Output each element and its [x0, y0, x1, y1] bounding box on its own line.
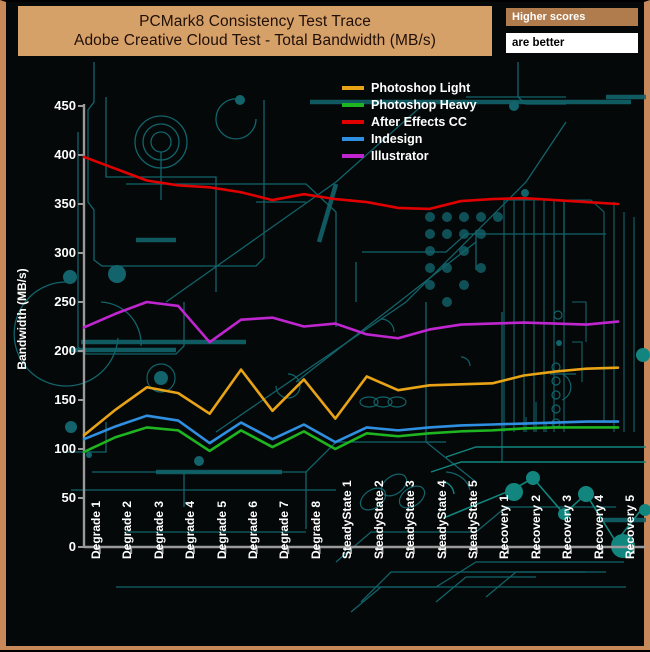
x-tick-label: Degrade 5: [214, 500, 229, 559]
y-tick-label: 450: [54, 98, 76, 113]
legend-swatch-icon: [342, 153, 364, 158]
x-tick-label: SteadyState 1: [340, 480, 355, 559]
axis-spines: [82, 104, 646, 549]
x-tick-label: Degrade 1: [89, 500, 103, 559]
legend-swatch-icon: [342, 85, 364, 90]
chart-title-banner: PCMark8 Consistency Test Trace Adobe Cre…: [18, 6, 492, 56]
chart-legend: Photoshop Light Photoshop Heavy After Effe…: [342, 80, 477, 163]
x-tick-label: Degrade 8: [308, 500, 323, 559]
x-tick-label: Degrade 6: [246, 500, 261, 559]
higher-scores-note: Higher scores: [506, 8, 638, 26]
y-tick-label: 250: [54, 294, 76, 309]
series-line-after-effects-cc: [82, 155, 620, 211]
x-tick-label: Recovery 3: [560, 494, 575, 559]
title-line-1: PCMark8 Consistency Test Trace: [139, 13, 371, 30]
x-tick-label: Recovery 2: [528, 494, 543, 559]
x-tick-label: Degrade 7: [277, 500, 292, 559]
legend-item: Illustrator: [342, 148, 477, 163]
x-tick-label: Recovery 5: [623, 494, 637, 559]
y-tick-label: 150: [54, 392, 76, 407]
title-line-2: Adobe Creative Cloud Test - Total Bandwi…: [74, 32, 436, 49]
y-axis-ticks: [78, 105, 84, 548]
x-tick-label: Recovery 1: [497, 494, 512, 559]
legend-label: Photoshop Light: [371, 80, 471, 95]
series-line-illustrator: [82, 300, 620, 344]
legend-label: Illustrator: [371, 148, 429, 163]
x-axis-ticks: [98, 547, 635, 554]
x-tick-label: Degrade 2: [120, 500, 135, 559]
y-tick-label: 200: [54, 343, 76, 358]
x-tick-label: SteadyState 2: [371, 480, 386, 559]
y-axis-title: Bandwidth (MB/s): [15, 268, 29, 370]
legend-item: After Effects CC: [342, 114, 477, 129]
legend-swatch-icon: [342, 102, 364, 107]
legend-item: Indesign: [342, 131, 477, 146]
series-line-photoshop-heavy: [82, 426, 620, 454]
series-line-indesign: [82, 414, 620, 445]
legend-label: Indesign: [371, 131, 423, 146]
x-tick-label: SteadyState 4: [434, 480, 449, 559]
x-tick-label: Degrade 3: [151, 500, 166, 559]
y-tick-label: 50: [61, 490, 76, 505]
legend-item: Photoshop Heavy: [342, 97, 477, 112]
series-line-photoshop-light: [82, 366, 620, 437]
legend-label: After Effects CC: [371, 114, 467, 129]
are-better-note: are better: [506, 33, 638, 53]
legend-swatch-icon: [342, 136, 364, 141]
legend-swatch-icon: [342, 119, 364, 124]
y-tick-label: 0: [68, 539, 76, 554]
y-tick-label: 300: [54, 245, 76, 260]
y-tick-label: 400: [54, 147, 76, 162]
x-tick-label: SteadyState 3: [403, 480, 418, 559]
x-tick-label: Recovery 4: [591, 494, 606, 559]
y-tick-label: 100: [54, 441, 76, 456]
x-tick-label: Degrade 4: [183, 500, 198, 559]
legend-label: Photoshop Heavy: [371, 97, 477, 112]
y-tick-label: 350: [54, 196, 76, 211]
plot-area: [78, 104, 646, 554]
x-tick-label: SteadyState 5: [465, 480, 480, 559]
legend-item: Photoshop Light: [342, 80, 477, 95]
